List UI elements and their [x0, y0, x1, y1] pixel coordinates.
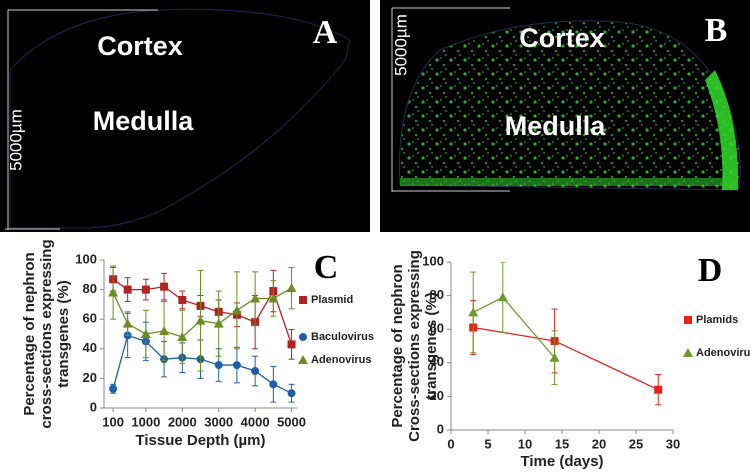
legend-label: Plamids — [696, 314, 738, 326]
marker — [231, 305, 242, 315]
marker — [160, 282, 169, 291]
y-tick-label: 40 — [430, 354, 444, 369]
panel-letter: B — [705, 12, 728, 49]
x-tick-label: 3000 — [204, 414, 233, 429]
x-tick-label: 15 — [555, 436, 569, 451]
marker — [140, 329, 151, 338]
y-tick-label: 20 — [430, 388, 444, 403]
legend-label: Adenovirus — [696, 347, 750, 359]
marker — [268, 293, 279, 303]
panel-b: 5000µm Cortex Medulla B — [380, 0, 750, 232]
marker — [654, 385, 663, 394]
x-tick-label: 100 — [102, 414, 124, 429]
marker — [287, 389, 296, 398]
chart: 0 20 40 60 80 100 100 1000 2000 3000 4000 5000 Tissu… — [21, 239, 374, 449]
marker — [108, 287, 119, 297]
tissue-outline — [9, 8, 351, 229]
panel-a: 5000µm Cortex Medulla A — [0, 0, 370, 232]
series-line — [112, 278, 293, 345]
series-line — [473, 326, 659, 391]
legend-label: Plasmid — [311, 294, 353, 306]
region-label: Medulla — [505, 111, 606, 141]
y-tick-label: 60 — [83, 311, 97, 326]
x-tick-label: 30 — [666, 436, 680, 451]
legend-swatch — [684, 316, 692, 324]
marker — [549, 352, 560, 362]
y-axis-label: cross-sections expressing — [38, 239, 55, 428]
x-axis-label: Tissue Depth (µm) — [135, 432, 265, 449]
marker — [159, 326, 170, 336]
x-tick-label: 25 — [629, 436, 643, 451]
x-tick-label: 5 — [484, 436, 491, 451]
x-tick-label: 5000 — [277, 414, 306, 429]
marker — [287, 340, 296, 349]
micrograph-a — [0, 0, 370, 232]
tissue-fluorescence — [399, 20, 741, 191]
marker — [497, 292, 508, 302]
legend-label: Adenovirus — [311, 354, 372, 366]
x-tick-label: 1000 — [131, 414, 160, 429]
legend-swatch — [299, 296, 307, 304]
y-tick-label: 100 — [75, 251, 97, 266]
y-tick-label: 100 — [422, 253, 444, 268]
marker — [178, 295, 187, 304]
y-tick-label: 80 — [430, 287, 444, 302]
region-label: Cortex — [519, 23, 605, 53]
marker — [214, 361, 223, 370]
marker — [177, 331, 188, 341]
marker — [251, 367, 260, 375]
marker — [109, 384, 118, 393]
legend-swatch — [298, 355, 308, 364]
region-label: Cortex — [97, 31, 183, 61]
y-axis-label: transgenes (%) — [423, 292, 440, 400]
series-line — [472, 296, 556, 359]
marker — [468, 307, 479, 317]
legend-swatch — [299, 333, 307, 341]
y-tick-label: 60 — [430, 321, 444, 336]
marker — [269, 380, 278, 389]
chart: 0 20 40 60 80 100 0 5 10 15 20 25 30 Time (days) Perce… — [389, 250, 750, 470]
x-axis-label: Time (days) — [520, 453, 603, 470]
x-tick-label: 20 — [592, 436, 606, 451]
marker — [232, 361, 241, 370]
y-tick-label: 80 — [83, 281, 97, 296]
legend-swatch — [683, 348, 693, 357]
y-axis-label: Percentage of nephron — [389, 264, 406, 427]
y-tick-label: 20 — [83, 370, 97, 385]
panel-letter: D — [698, 252, 723, 289]
panel-letter: C — [314, 249, 339, 286]
x-tick-label: 10 — [518, 436, 532, 451]
marker — [195, 315, 206, 325]
y-tick-label: 0 — [90, 399, 97, 414]
scale-bar-label: 5000µm — [6, 109, 25, 171]
y-axis-label: transgenes (%) — [55, 280, 72, 388]
marker — [123, 285, 132, 294]
marker — [122, 318, 133, 328]
legend-label: Baculovirus — [311, 331, 374, 343]
y-axis-label: Percentage of nephron — [21, 252, 38, 415]
x-tick-label: 2000 — [168, 414, 197, 429]
marker — [286, 283, 297, 293]
scale-bar-label: 5000µm — [391, 14, 410, 76]
panel-letter: A — [313, 14, 338, 51]
y-tick-label: 40 — [83, 340, 97, 355]
series-line — [112, 334, 292, 394]
marker — [141, 285, 150, 294]
x-tick-label: 0 — [447, 436, 454, 451]
marker — [213, 318, 224, 328]
y-tick-label: 0 — [437, 421, 444, 436]
region-label: Medulla — [93, 106, 194, 136]
x-tick-label: 4000 — [241, 414, 270, 429]
y-axis-label: Cross-sections expressing — [406, 250, 423, 442]
marker — [250, 293, 261, 303]
